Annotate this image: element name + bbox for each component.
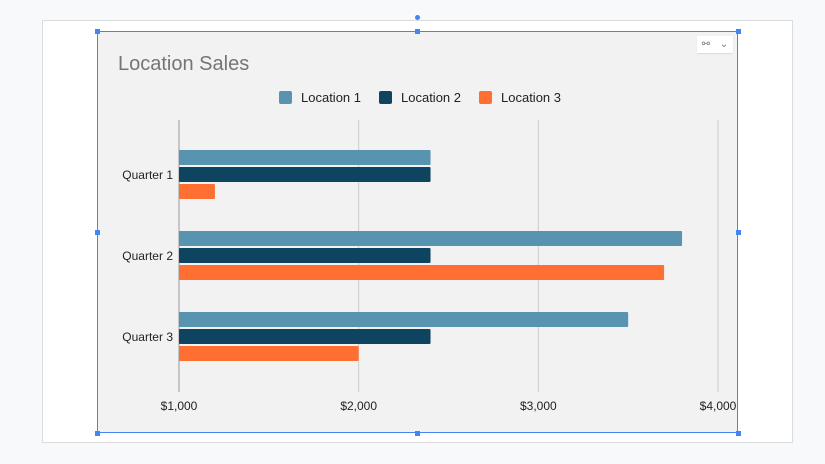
legend-swatch [379, 91, 392, 104]
legend-item: Location 2 [379, 90, 461, 105]
y-category-label: Quarter 1 [122, 168, 173, 182]
legend-label: Location 2 [401, 90, 461, 105]
bar [179, 184, 215, 199]
x-tick-label: $2,000 [340, 399, 377, 413]
chevron-down-icon: ⌄ [719, 39, 729, 50]
rotate-handle[interactable] [415, 15, 420, 20]
link-icon: ⚯ [701, 39, 711, 50]
bar [179, 150, 431, 165]
linked-chart-button[interactable]: ⚯ ⌄ [697, 36, 733, 53]
bar [179, 167, 431, 182]
bar [179, 312, 629, 327]
y-category-label: Quarter 2 [122, 249, 173, 263]
resize-handle[interactable] [95, 230, 100, 235]
resize-handle[interactable] [415, 29, 420, 34]
resize-handle[interactable] [736, 230, 741, 235]
bar [179, 346, 359, 361]
legend: Location 1 Location 2 Location 3 [279, 90, 561, 105]
legend-item: Location 1 [279, 90, 361, 105]
legend-label: Location 3 [501, 90, 561, 105]
resize-handle[interactable] [736, 431, 741, 436]
bar [179, 248, 431, 263]
bar [179, 231, 683, 246]
x-tick-label: $4,000 [700, 399, 737, 413]
resize-handle[interactable] [95, 431, 100, 436]
legend-label: Location 1 [301, 90, 361, 105]
legend-item: Location 3 [479, 90, 561, 105]
resize-handle[interactable] [415, 431, 420, 436]
resize-handle[interactable] [736, 29, 741, 34]
resize-handle[interactable] [95, 29, 100, 34]
legend-swatch [279, 91, 292, 104]
chart-title: Location Sales [118, 53, 250, 75]
x-tick-label: $3,000 [520, 399, 557, 413]
legend-swatch [479, 91, 492, 104]
bar [179, 329, 431, 344]
bar [179, 265, 665, 280]
x-tick-label: $1,000 [161, 399, 198, 413]
y-category-label: Quarter 3 [122, 330, 173, 344]
